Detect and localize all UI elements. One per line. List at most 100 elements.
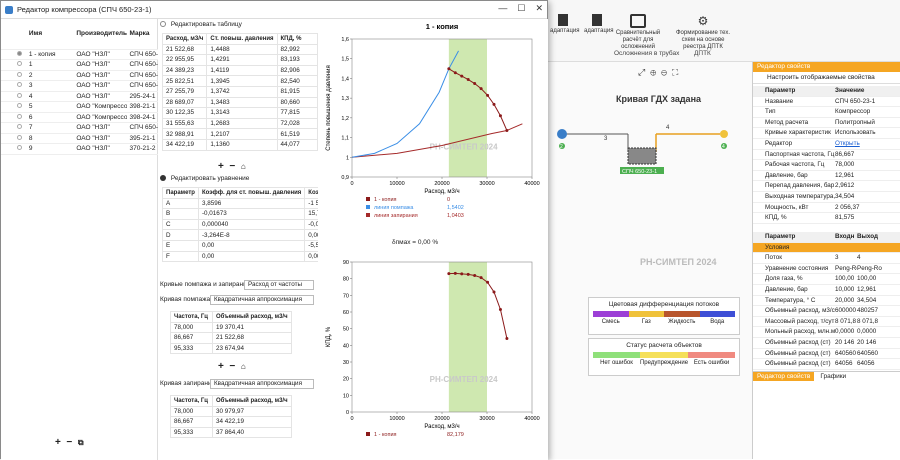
add-row-icon[interactable]: +: [218, 361, 224, 372]
tab-charts[interactable]: Графики: [820, 373, 847, 380]
table-row[interactable]: 22 955,95 1,4291 83,193: [161, 54, 318, 66]
table-cell[interactable]: 0,000040: [197, 218, 306, 231]
maximize-button[interactable]: ☐: [517, 3, 526, 13]
table-cell[interactable]: 82,906: [276, 64, 318, 77]
table-cell[interactable]: 1,2683: [206, 117, 278, 130]
row-radio[interactable]: [1, 112, 27, 123]
table-cell[interactable]: 86,667: [170, 332, 213, 344]
condition-row[interactable]: Объемный расход (ст) 20 146 20 146: [753, 338, 900, 349]
table-cell[interactable]: 95,333: [170, 342, 213, 355]
property-row[interactable]: Тип Компрессор: [753, 107, 900, 118]
zoom-in-icon[interactable]: ⊕: [650, 67, 657, 77]
table-cell[interactable]: B: [162, 208, 199, 220]
surge-choke-select[interactable]: Расход от частоты: [244, 280, 314, 290]
table-cell[interactable]: 21 522,68: [212, 332, 292, 344]
condition-row[interactable]: Уравнение состояния Peng-RoPeng-Ro: [753, 264, 900, 275]
property-value[interactable]: 86,667: [835, 150, 855, 158]
remove-icon[interactable]: −: [66, 437, 73, 448]
table-cell[interactable]: 72,028: [276, 117, 318, 130]
configure-properties-button[interactable]: Настроить отображаемые свойства: [753, 72, 900, 84]
tab-properties[interactable]: Редактор свойств: [753, 372, 815, 381]
property-row[interactable]: КПД, % 81,575: [753, 213, 900, 224]
property-row[interactable]: Рабочая частота, Гц 78,000: [753, 160, 900, 171]
row-radio[interactable]: [1, 70, 27, 81]
table-row[interactable]: 31 555,63 1,2683 72,028: [161, 117, 318, 130]
table-row[interactable]: 30 122,35 1,3143 77,815: [161, 107, 318, 119]
add-row-icon[interactable]: +: [218, 161, 224, 172]
comparative-calc-button[interactable]: Сравнительный расчёт для осложнений: [610, 14, 666, 51]
expand-icon[interactable]: ⛶: [672, 67, 679, 77]
table-cell[interactable]: 34 422,19: [212, 416, 292, 428]
table-cell[interactable]: 32 988,91: [161, 128, 208, 140]
clear-icon[interactable]: ⌂: [240, 162, 246, 171]
property-row[interactable]: Выходная температура, ° С34,504: [753, 192, 900, 203]
table-cell[interactable]: 82,540: [276, 75, 318, 87]
table-row[interactable]: 25 822,51 1,3945 82,540: [161, 75, 318, 87]
property-row[interactable]: Название СПЧ 650-23-1: [753, 97, 900, 108]
table-cell[interactable]: 1,3742: [206, 85, 278, 98]
property-value[interactable]: Компрессор: [835, 108, 871, 116]
property-row[interactable]: Редактор Открыть: [753, 139, 900, 150]
table-cell[interactable]: 21 522,68: [161, 43, 208, 56]
row-radio[interactable]: [1, 80, 27, 92]
sink-node[interactable]: [720, 130, 728, 138]
table-cell[interactable]: 1,4488: [206, 43, 278, 56]
table-cell[interactable]: 0,00: [197, 239, 306, 252]
col-brand[interactable]: Марка: [127, 19, 158, 50]
add-icon[interactable]: +: [55, 437, 61, 448]
property-row[interactable]: Давление, бар 12,961: [753, 171, 900, 182]
col-maker[interactable]: Производитель: [74, 19, 128, 50]
table-row[interactable]: 86,667 21 522,68: [170, 332, 292, 344]
condition-row[interactable]: Объемный расход (ст) 64056 64056: [753, 359, 900, 370]
table-cell[interactable]: 25 822,51: [161, 75, 208, 87]
table-cell[interactable]: 31 555,63: [161, 117, 208, 130]
table-cell[interactable]: 82,992: [276, 43, 318, 56]
edit-table-option[interactable]: Редактировать таблицу: [160, 21, 242, 28]
row-radio[interactable]: [1, 59, 27, 71]
property-value[interactable]: 2 056,37: [835, 203, 860, 211]
property-value[interactable]: 78,000: [835, 161, 855, 169]
row-radio[interactable]: [1, 122, 27, 134]
scheme-diagram[interactable]: 3 4 2 4 СПЧ 650-23-1: [548, 112, 752, 192]
condition-row[interactable]: Мольный расход, млн.м3/сут0,00000,0000: [753, 327, 900, 338]
property-row[interactable]: Паспортная частота, Гц 86,667: [753, 150, 900, 161]
condition-row[interactable]: Объемный расход, м3/сут 600000 480257: [753, 306, 900, 317]
property-value[interactable]: 2,9612: [835, 182, 855, 190]
property-value[interactable]: Открыть: [835, 139, 860, 147]
property-row[interactable]: Кривые характеристик Использовать: [753, 128, 900, 139]
efficiency-chart[interactable]: 0 10 20 30 40 50 60 70 80 90 0 10000 20000 30000 40000…: [318, 250, 548, 460]
table-cell[interactable]: 19 370,41: [212, 321, 292, 334]
table-cell[interactable]: 1,2107: [206, 128, 278, 140]
property-row[interactable]: Метод расчета Политропный: [753, 118, 900, 129]
table-cell[interactable]: -0,01673: [197, 208, 306, 220]
condition-row[interactable]: Массовый расход, т/сут 8 071,8 8 071,8: [753, 317, 900, 328]
row-radio[interactable]: [1, 143, 27, 155]
condition-row[interactable]: Доля газа, % 100,00 100,00: [753, 274, 900, 285]
table-cell[interactable]: 24 389,23: [161, 64, 208, 77]
minimize-button[interactable]: —: [498, 3, 508, 13]
property-value[interactable]: Использовать: [835, 129, 876, 137]
property-row[interactable]: Перепад давления, бар 2,9612: [753, 181, 900, 192]
table-cell[interactable]: 1,4291: [206, 54, 278, 66]
surge-curve-select[interactable]: Квадратичная аппроксимация: [210, 295, 314, 305]
table-cell[interactable]: 86,667: [170, 416, 213, 428]
property-value[interactable]: 12,961: [835, 171, 855, 179]
table-cell[interactable]: 3,8596: [197, 197, 306, 210]
table-cell[interactable]: 22 955,95: [161, 54, 208, 66]
table-row[interactable]: 34 422,19 1,1360 44,077: [161, 138, 318, 151]
zoom-out-icon[interactable]: ⊖: [661, 67, 667, 77]
property-value[interactable]: 34,504: [835, 192, 855, 200]
table-cell[interactable]: A: [162, 197, 199, 210]
property-value[interactable]: СПЧ 650-23-1: [835, 97, 876, 105]
row-radio[interactable]: [1, 91, 27, 102]
condition-row[interactable]: Объемный расход (ст) 640560 640560: [753, 349, 900, 360]
list-row[interactable]: 1 - копия ОАО "НЗЛ" СПЧ 650-: [1, 49, 158, 60]
table-cell[interactable]: 77,815: [276, 107, 318, 119]
table-cell[interactable]: 27 255,79: [161, 85, 208, 98]
table-cell[interactable]: 83,193: [276, 54, 318, 66]
table-cell[interactable]: -3,264E-8: [197, 229, 306, 241]
edit-equation-option[interactable]: Редактировать уравнение: [160, 175, 249, 182]
table-cell[interactable]: F: [162, 250, 199, 263]
compressor-node[interactable]: [627, 147, 657, 165]
condition-row[interactable]: Давление, бар 10,000 12,961: [753, 285, 900, 296]
